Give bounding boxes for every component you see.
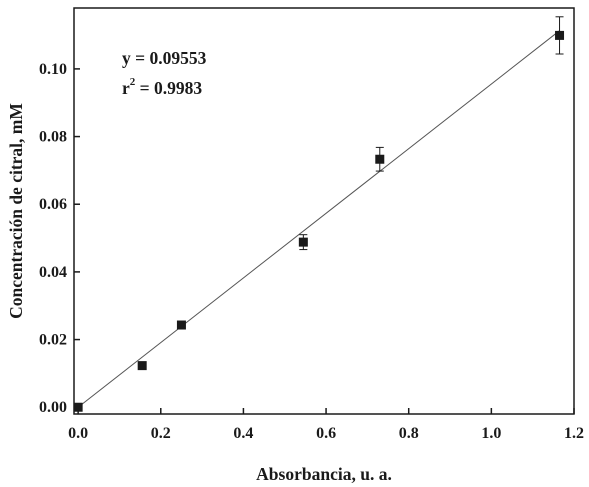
- y-tick-label: 0.10: [39, 61, 67, 78]
- x-tick-label: 0.8: [399, 425, 419, 442]
- x-axis-title: Absorbancia, u. a.: [256, 464, 392, 484]
- r2-superscript: 2: [130, 76, 136, 88]
- plot-frame: [73, 7, 575, 415]
- data-point: [555, 30, 565, 40]
- equation-annotation: y = 0.09553: [122, 48, 207, 68]
- x-tick-label: 1.2: [564, 425, 584, 442]
- fit-line: [77, 30, 560, 408]
- data-points: [73, 16, 565, 412]
- data-point: [298, 237, 308, 247]
- r2-value: = 0.9983: [135, 78, 202, 98]
- x-tick-label: 0.6: [316, 425, 336, 442]
- y-tick-label: 0.08: [39, 129, 67, 146]
- y-tick-label: 0.06: [39, 196, 67, 213]
- y-tick-label: 0.00: [39, 399, 67, 416]
- data-point: [137, 361, 147, 371]
- data-point: [176, 320, 186, 330]
- x-tick-label: 0.2: [151, 425, 171, 442]
- data-point: [73, 402, 83, 412]
- x-tick-label: 1.0: [481, 425, 501, 442]
- y-axis-ticks: 0.00 0.02 0.04 0.06 0.08 0.10: [39, 61, 80, 416]
- x-tick-label: 0.4: [233, 425, 253, 442]
- data-point: [375, 154, 385, 164]
- y-axis-title: Concentración de citral, mM: [6, 103, 26, 319]
- fit-line-group: [77, 30, 560, 408]
- r2-base: r: [122, 78, 130, 98]
- y-tick-label: 0.04: [39, 264, 67, 281]
- y-tick-label: 0.02: [39, 332, 67, 349]
- x-axis-ticks: 0.0 0.2 0.4 0.6 0.8 1.0 1.2: [68, 408, 584, 442]
- x-tick-label: 0.0: [68, 425, 88, 442]
- r2-annotation: r2 = 0.9983: [122, 76, 202, 98]
